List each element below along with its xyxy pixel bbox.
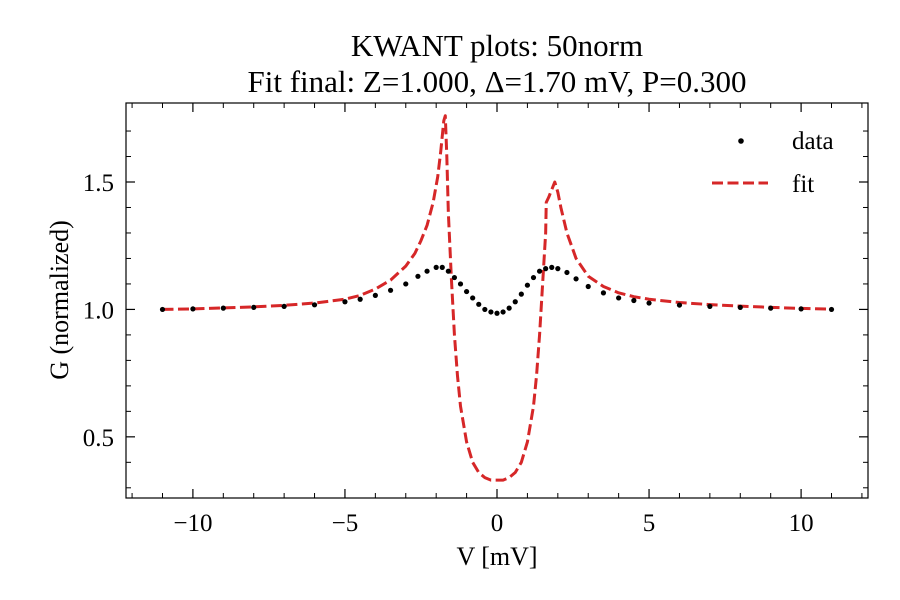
data-point bbox=[737, 304, 743, 310]
chart-title: KWANT plots: 50norm bbox=[350, 28, 644, 63]
data-point bbox=[482, 306, 488, 313]
data-point bbox=[311, 302, 318, 308]
data-point bbox=[828, 306, 835, 313]
data-point bbox=[342, 299, 348, 305]
data-point bbox=[159, 306, 166, 313]
x-tick-label: −10 bbox=[173, 510, 212, 537]
legend-label-data: data bbox=[792, 128, 834, 155]
data-point bbox=[543, 266, 549, 272]
fit-line bbox=[162, 114, 832, 482]
data-point bbox=[512, 299, 518, 305]
axes-frame bbox=[125, 102, 869, 499]
data-point bbox=[445, 268, 451, 274]
data-point bbox=[500, 309, 506, 315]
data-point bbox=[220, 305, 226, 311]
x-tick-label: −5 bbox=[332, 510, 359, 537]
data-point bbox=[281, 303, 287, 309]
data-point bbox=[506, 305, 512, 311]
data-point bbox=[387, 287, 394, 293]
data-point bbox=[433, 264, 439, 270]
data-point bbox=[631, 297, 637, 304]
data-point bbox=[600, 290, 607, 296]
data-point bbox=[476, 301, 482, 307]
data-point bbox=[190, 306, 196, 312]
data-point bbox=[564, 269, 570, 276]
data-point bbox=[768, 305, 774, 311]
data-point bbox=[439, 264, 445, 270]
y-tick-label: 1.5 bbox=[83, 170, 114, 197]
data-point bbox=[676, 302, 683, 308]
data-point bbox=[530, 274, 537, 281]
x-tick-label: 5 bbox=[643, 510, 656, 537]
data-point bbox=[573, 276, 579, 282]
data-point bbox=[585, 283, 591, 290]
data-point bbox=[470, 295, 476, 301]
data-point bbox=[424, 268, 430, 274]
data-point bbox=[457, 281, 464, 287]
x-tick-label: 10 bbox=[789, 510, 814, 537]
chart-subtitle: Fit final: Z=1.000, Δ=1.70 mV, P=0.300 bbox=[247, 64, 747, 99]
legend-data-marker bbox=[738, 138, 744, 144]
legend-label-fit: fit bbox=[792, 171, 814, 198]
data-point bbox=[451, 274, 458, 281]
data-point bbox=[555, 266, 561, 272]
data-point bbox=[798, 306, 804, 312]
y-axis-label: G (normalized) bbox=[45, 220, 74, 380]
data-point bbox=[251, 304, 257, 310]
data-point bbox=[494, 310, 500, 316]
data-point bbox=[357, 296, 363, 302]
data-point bbox=[616, 295, 622, 301]
data-point bbox=[549, 264, 555, 270]
data-point bbox=[372, 292, 378, 298]
y-tick-label: 1.0 bbox=[83, 297, 114, 324]
data-point bbox=[488, 309, 494, 315]
x-axis-label: V [mV] bbox=[456, 542, 537, 571]
data-point bbox=[415, 273, 421, 279]
data-point bbox=[524, 282, 531, 288]
data-point bbox=[536, 268, 543, 274]
data-point bbox=[463, 288, 470, 295]
data-point bbox=[707, 303, 713, 309]
data-point bbox=[518, 291, 524, 297]
legend: data fit bbox=[712, 128, 834, 198]
y-tick-label: 0.5 bbox=[83, 425, 114, 452]
data-point bbox=[646, 300, 652, 306]
data-point bbox=[403, 281, 409, 287]
x-tick-label: 0 bbox=[491, 510, 504, 537]
